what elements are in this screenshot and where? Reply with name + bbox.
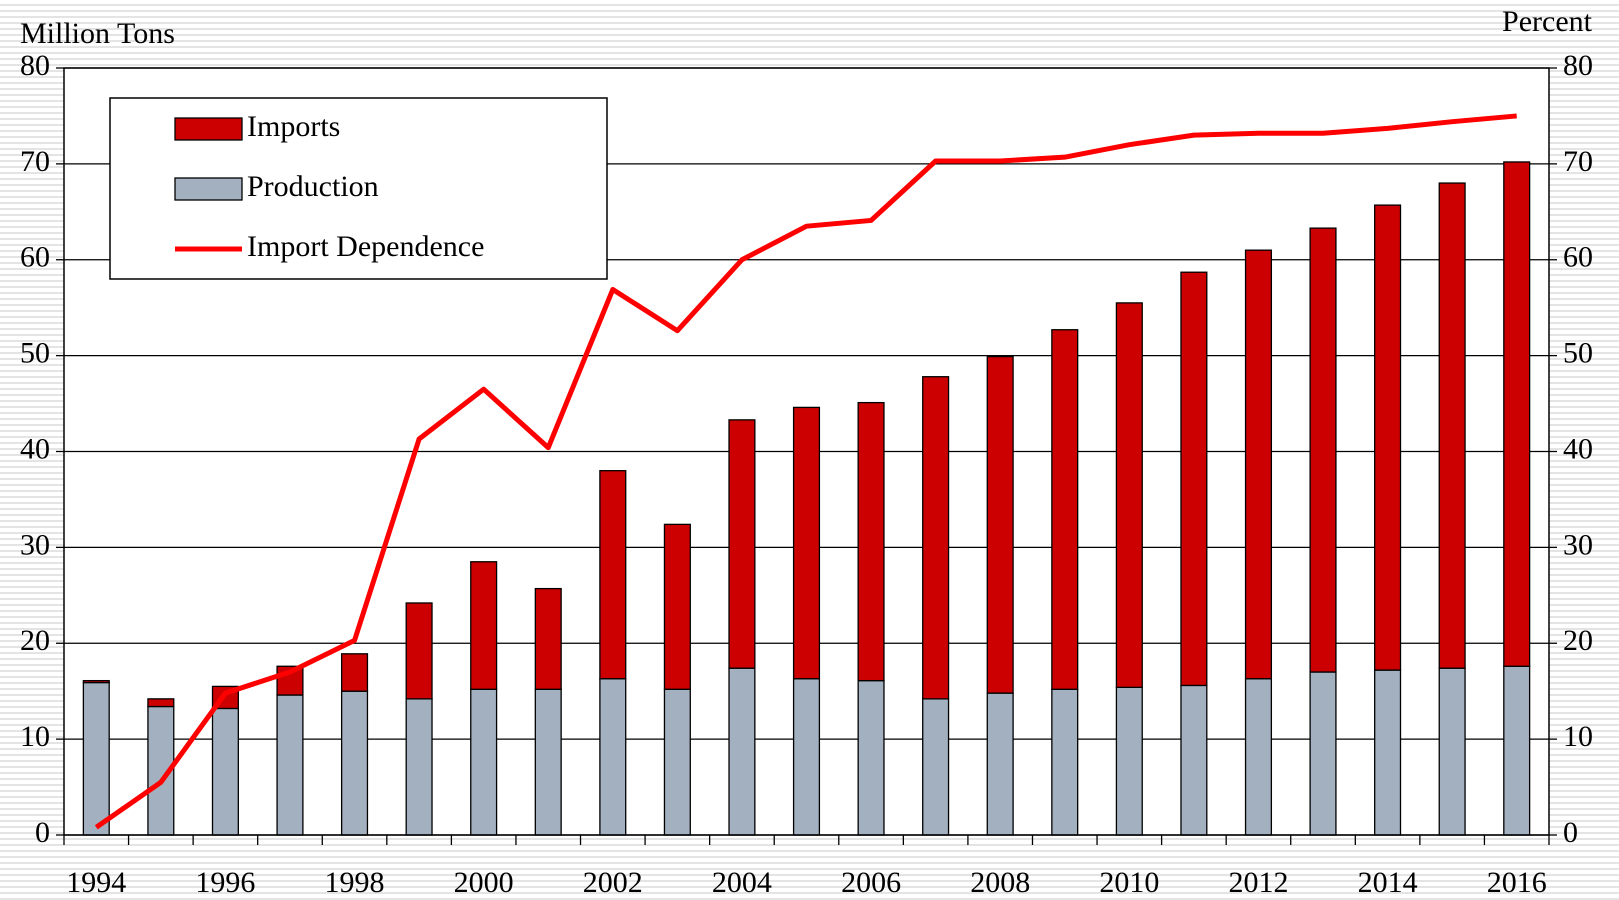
y-tick-label: 10 bbox=[20, 720, 50, 753]
y-tick-label: 80 bbox=[20, 49, 50, 82]
y2-tick-label: 10 bbox=[1563, 720, 1593, 753]
y2-tick-label: 70 bbox=[1563, 145, 1593, 178]
bar-segment bbox=[1115, 686, 1143, 836]
bar-segment bbox=[1244, 249, 1273, 680]
bar-segment bbox=[1180, 271, 1208, 687]
x-tick-label: 1994 bbox=[66, 866, 126, 899]
legend-swatch bbox=[174, 177, 243, 201]
bar-segment bbox=[340, 690, 369, 836]
y-axis-label: Million Tons bbox=[20, 17, 175, 50]
plot-border bbox=[63, 67, 1550, 836]
y2-axis-label: Percent bbox=[1502, 5, 1593, 38]
bar-segment bbox=[1051, 688, 1079, 836]
x-tick-label: 2014 bbox=[1358, 866, 1418, 899]
y2-tick-label: 40 bbox=[1563, 432, 1593, 465]
x-tick-label: 2008 bbox=[970, 866, 1030, 899]
bar-segment bbox=[792, 406, 821, 680]
y2-tick-label: 80 bbox=[1563, 49, 1593, 82]
bar-segment bbox=[211, 707, 239, 836]
bar-segment bbox=[599, 470, 627, 680]
x-tick-label: 1998 bbox=[325, 866, 385, 899]
bar-segment bbox=[1374, 669, 1402, 836]
bar-segment bbox=[663, 523, 691, 690]
x-tick-label: 2006 bbox=[841, 866, 901, 899]
y2-tick-label: 60 bbox=[1563, 241, 1593, 274]
bar-segment bbox=[1438, 182, 1466, 669]
legend-swatch bbox=[174, 117, 243, 141]
bar-segment bbox=[470, 561, 498, 690]
bar-segment bbox=[599, 678, 627, 836]
y-tick-label: 60 bbox=[20, 241, 50, 274]
y2-tick-label: 50 bbox=[1563, 337, 1593, 370]
bar-segment bbox=[82, 679, 110, 684]
y-tick-label: 30 bbox=[20, 528, 50, 561]
bar-segment bbox=[1503, 665, 1531, 836]
bar-segment bbox=[1051, 329, 1079, 690]
bar-segment bbox=[1180, 684, 1208, 836]
y2-tick-label: 0 bbox=[1563, 816, 1578, 849]
legend-label: Production bbox=[247, 170, 379, 203]
bar-segment bbox=[534, 587, 562, 690]
y2-tick-label: 30 bbox=[1563, 528, 1593, 561]
line-series bbox=[94, 113, 1517, 830]
legend-label: Imports bbox=[247, 110, 340, 143]
x-tick-label: 2012 bbox=[1228, 866, 1288, 899]
bar-segment bbox=[1309, 671, 1337, 836]
bar-segment bbox=[470, 688, 498, 836]
y-tick-label: 40 bbox=[20, 432, 50, 465]
x-tick-label: 2016 bbox=[1487, 866, 1547, 899]
bar-segment bbox=[276, 665, 304, 696]
bar-segment bbox=[922, 698, 950, 836]
y-tick-label: 50 bbox=[20, 337, 50, 370]
bar-segment bbox=[728, 667, 756, 836]
bar-segment bbox=[1309, 227, 1337, 673]
bar-segment bbox=[986, 692, 1014, 836]
y-tick-label: 70 bbox=[20, 145, 50, 178]
bar-segment bbox=[728, 419, 756, 669]
y-tick-label: 20 bbox=[20, 624, 50, 657]
bar-segment bbox=[663, 688, 691, 836]
bar-segment bbox=[857, 679, 885, 836]
x-tick-label: 2002 bbox=[583, 866, 643, 899]
x-tick-label: 2000 bbox=[454, 866, 514, 899]
x-tick-label: 2010 bbox=[1099, 866, 1159, 899]
bar-segment bbox=[1244, 678, 1273, 836]
legend-label: Import Dependence bbox=[247, 230, 484, 263]
bar-segment bbox=[986, 355, 1014, 694]
bar-segment bbox=[1438, 667, 1466, 836]
y-tick-label: 0 bbox=[35, 816, 50, 849]
bar-segment bbox=[857, 401, 885, 682]
bar-segment bbox=[82, 681, 110, 836]
bar-segment bbox=[1115, 302, 1143, 689]
y2-tick-label: 20 bbox=[1563, 624, 1593, 657]
bar-segment bbox=[534, 688, 562, 836]
bar-segment bbox=[1374, 204, 1402, 671]
bar-segment bbox=[792, 678, 821, 836]
x-tick-label: 1996 bbox=[195, 866, 255, 899]
bar-segment bbox=[276, 694, 304, 836]
x-tick-label: 2004 bbox=[712, 866, 772, 899]
bar-segment bbox=[922, 376, 950, 700]
bar-segment bbox=[340, 653, 369, 692]
bar-segment bbox=[1503, 161, 1531, 667]
bar-segment bbox=[405, 698, 433, 836]
bar-segment bbox=[405, 602, 433, 700]
bar-segment bbox=[147, 698, 175, 708]
